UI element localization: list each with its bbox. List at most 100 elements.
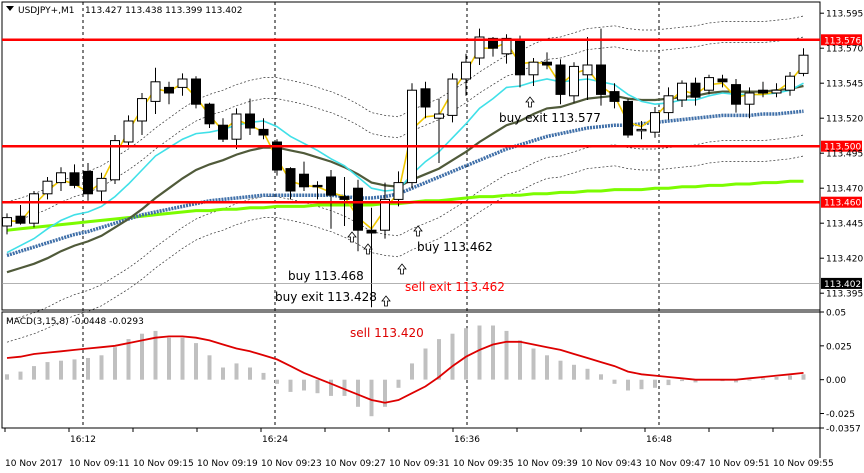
bull-candle-body [56,172,66,184]
bull-candle-body [447,78,458,116]
candle [272,139,282,176]
macd-histogram-bar [248,367,252,380]
bull-candle-body [677,82,687,101]
bull-candle-body [636,128,647,132]
macd-histogram-bar [774,377,779,380]
candle [353,179,363,252]
price-tick-label: 113.520 [826,115,863,125]
macd-tick-label: 0.00 [826,376,846,386]
annotation-buy-1: buy 113.468 [288,269,364,283]
bear-candle-body [69,172,80,186]
symbol-label: USDJPY+,M1 [18,6,75,16]
bull-candle-body [798,54,809,74]
macd-histogram-bar [639,379,644,390]
candle [312,181,323,200]
price-tick-label: 113.545 [826,80,863,90]
candle [231,108,242,149]
bear-candle-body [542,61,552,66]
macd-histogram-bar [5,374,9,380]
candle [609,83,620,109]
time-tick-bottom-label: 10 Nov 09:11 [69,459,130,469]
candle [110,135,120,184]
bear-candle-body [609,91,620,102]
bull-candle-body [231,113,242,140]
dropdown-triangle-icon[interactable] [6,6,14,11]
macd-histogram-bar [207,355,212,380]
time-tick-bottom-label: 10 Nov 09:35 [453,459,514,469]
bear-candle-body [596,64,606,95]
bull-candle-body [150,81,161,102]
macd-tick-label: -0.025 [826,410,855,420]
macd-histogram-bar [599,374,603,380]
up-arrow-icon [525,96,535,108]
annotation-buy-2: buy 113.462 [417,240,493,254]
macd-histogram-bar [761,378,765,380]
candle [218,118,228,142]
bear-candle-body [15,215,26,224]
candle [555,59,566,105]
candle [582,37,593,100]
annotation-sell-exit: sell exit 113.462 [405,280,505,294]
macd-histogram-bar [315,379,320,394]
macd-histogram-bar [491,325,495,380]
time-tick-bottom-label: 10 Nov 09:39 [517,459,578,469]
bear-candle-body [164,86,174,94]
candle [150,67,161,114]
candle [744,87,755,119]
candle [596,28,606,106]
trade-arrows [347,96,535,307]
price-tick-label: 113.570 [826,45,863,55]
candle [366,207,377,308]
macd-histogram-bar [153,330,158,380]
bear-candle-body [312,184,323,188]
bull-candle-body [407,89,417,184]
bull-candle-body [434,113,444,119]
bear-candle-body [623,100,633,136]
candle [2,213,12,235]
candle [474,28,485,65]
macd-histogram-bar [626,379,630,391]
candle [393,171,404,207]
macd-histogram-bar [302,379,306,391]
candle [758,81,768,98]
macd-histogram-bar [180,337,185,380]
macd-histogram-bar [288,379,293,392]
bull-candle-body [461,61,471,80]
macd-histogram-bar [693,379,698,383]
candle [542,52,552,70]
time-tick-bottom-label: 10 Nov 2017 [5,459,63,469]
time-tick-top-label: 16:24 [262,435,288,445]
macd-histogram-bar [464,328,468,380]
bear-candle-body [488,37,498,49]
annotation-macd-sell: sell 113.420 [350,326,424,340]
time-tick-bottom-label: 10 Nov 09:23 [261,459,322,469]
bear-candle-body [299,173,309,188]
time-tick-bottom-label: 10 Nov 09:15 [133,459,194,469]
macd-histogram-bar [572,364,576,380]
bull-candle-body [650,112,660,133]
macd-signal-line [6,335,804,404]
price-levels [2,38,820,284]
price-level-tag [821,140,862,152]
macd-histogram-bar [410,363,414,380]
price-axis: 113.576 113.500 113.460 113.402 113.595 113.5… [820,10,863,300]
trade-annotations: buy 113.468 buy exit 113.428 sell exit 1… [275,111,601,340]
macd-histogram-bar [194,343,198,380]
bear-candle-body [218,124,228,140]
price-tick-label: 113.595 [826,10,863,20]
bear-candle-body [191,78,201,105]
macd-histogram-bar [18,371,23,380]
time-axis: 16:12 16:24 16:36 16:48 10 Nov 2017 10 Nov 09… [4,428,834,469]
bear-candle-body [515,39,525,76]
candle [623,98,633,138]
candles [2,28,809,308]
bull-candle-body [29,193,39,224]
price-tick-label: 113.445 [826,220,863,230]
bear-candle-body [420,88,431,108]
macd-histogram-bar [45,362,50,380]
candle [258,118,269,140]
candle [690,77,701,106]
up-arrow-icon [347,231,357,243]
time-tick-top-label: 16:36 [454,435,480,445]
